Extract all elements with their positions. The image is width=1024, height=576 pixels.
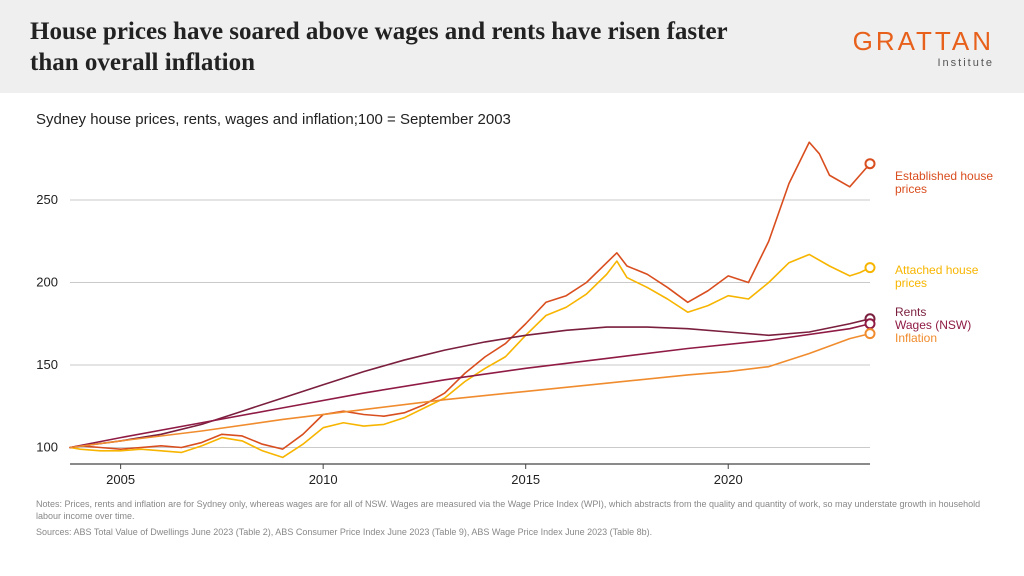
- svg-text:100: 100: [36, 439, 58, 454]
- series-label-wages: Wages (NSW): [895, 319, 971, 332]
- end-marker-wages: [866, 319, 875, 328]
- chart-svg: 100 150 200 250 2005 2010 2015 2020: [0, 134, 1024, 494]
- line-chart: 100 150 200 250 2005 2010 2015 2020 Established…: [0, 134, 1024, 494]
- svg-text:2005: 2005: [106, 472, 135, 487]
- end-marker-attached: [866, 263, 875, 272]
- logo-sub-text: Institute: [853, 57, 994, 69]
- series-label-rents: Rents: [895, 306, 926, 319]
- svg-text:200: 200: [36, 274, 58, 289]
- series-established: [70, 142, 870, 449]
- chart-subtitle: Sydney house prices, rents, wages and in…: [0, 93, 1024, 134]
- series-label-established: Established house prices: [895, 170, 1005, 196]
- end-marker-established: [866, 159, 875, 168]
- logo-main-text: GRATTAN: [853, 26, 994, 57]
- series-rents: [70, 318, 870, 447]
- svg-text:2020: 2020: [714, 472, 743, 487]
- footer-notes: Notes: Prices, rents and inflation are f…: [36, 498, 994, 522]
- chart-title: House prices have soared above wages and…: [30, 16, 750, 79]
- svg-text:2010: 2010: [309, 472, 338, 487]
- series-wages: [70, 323, 870, 447]
- chart-footer: Notes: Prices, rents and inflation are f…: [0, 494, 1024, 538]
- grattan-logo: GRATTAN Institute: [853, 26, 994, 69]
- svg-text:2015: 2015: [511, 472, 540, 487]
- header-bar: House prices have soared above wages and…: [0, 0, 1024, 93]
- svg-text:250: 250: [36, 192, 58, 207]
- svg-text:150: 150: [36, 357, 58, 372]
- footer-sources: Sources: ABS Total Value of Dwellings Ju…: [36, 526, 994, 538]
- series-inflation: [70, 333, 870, 447]
- series-label-attached: Attached house prices: [895, 264, 1005, 290]
- end-marker-inflation: [866, 329, 875, 338]
- series-label-inflation: Inflation: [895, 332, 937, 345]
